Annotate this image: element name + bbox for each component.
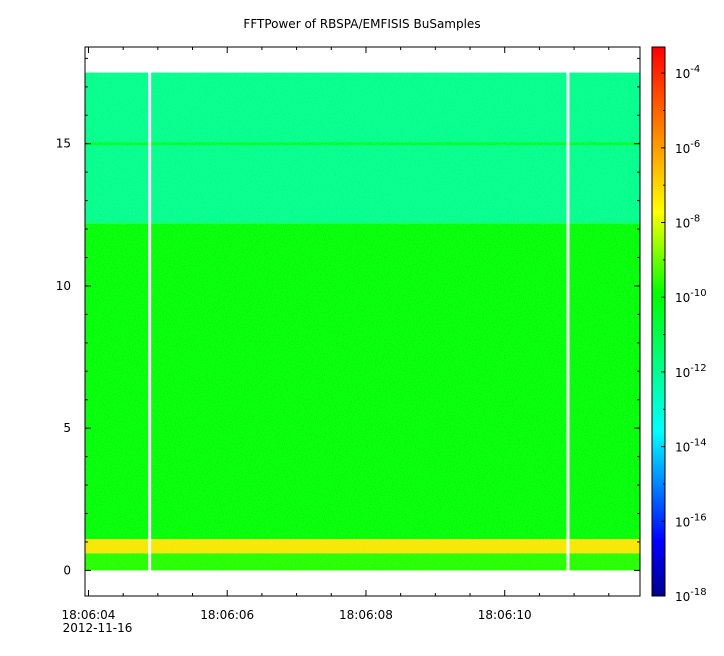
x-date-label: 2012-11-16 xyxy=(63,621,133,635)
colorbar-tick-label: 10-6 xyxy=(675,139,700,156)
colorbar: 10-4 10-6 10-8 10-10 10-12 10-14 10-16 10-18 xyxy=(651,46,707,604)
colorbar-scale xyxy=(651,46,666,597)
y-tick-label-0: 0 xyxy=(63,563,71,577)
plot-area xyxy=(85,47,640,596)
colorbar-tick-label: 10-4 xyxy=(675,64,700,81)
colorbar-tick-label: 10-18 xyxy=(675,587,707,604)
x-tick-label-1: 18:06:04 xyxy=(62,608,116,622)
colorbar-tick-label: 10-12 xyxy=(675,363,707,380)
data-gap-2 xyxy=(566,71,570,572)
y-tick-label-5: 5 xyxy=(63,421,71,435)
colorbar-tick-label: 10-8 xyxy=(675,214,700,231)
chart-title: FFTPower of RBSPA/EMFISIS BuSamples xyxy=(243,17,481,31)
colorbar-tick-label: 10-16 xyxy=(675,512,707,529)
x-tick-label-2: 18:06:06 xyxy=(200,608,254,622)
x-tick-label-4: 18:06:10 xyxy=(478,608,532,622)
axes: 0 5 10 15 18:06:04 18:06:06 18:06:08 18:06:10 20… xyxy=(56,46,641,635)
y-tick-label-10: 10 xyxy=(56,279,71,293)
colorbar-tick-label: 10-14 xyxy=(675,438,707,455)
y-tick-label-15: 15 xyxy=(56,137,71,151)
plot-frame xyxy=(84,46,641,597)
x-tick-label-3: 18:06:08 xyxy=(339,608,393,622)
data-gap-1 xyxy=(148,71,152,572)
noise-texture xyxy=(85,72,640,571)
colorbar-tick-label: 10-10 xyxy=(675,288,707,305)
